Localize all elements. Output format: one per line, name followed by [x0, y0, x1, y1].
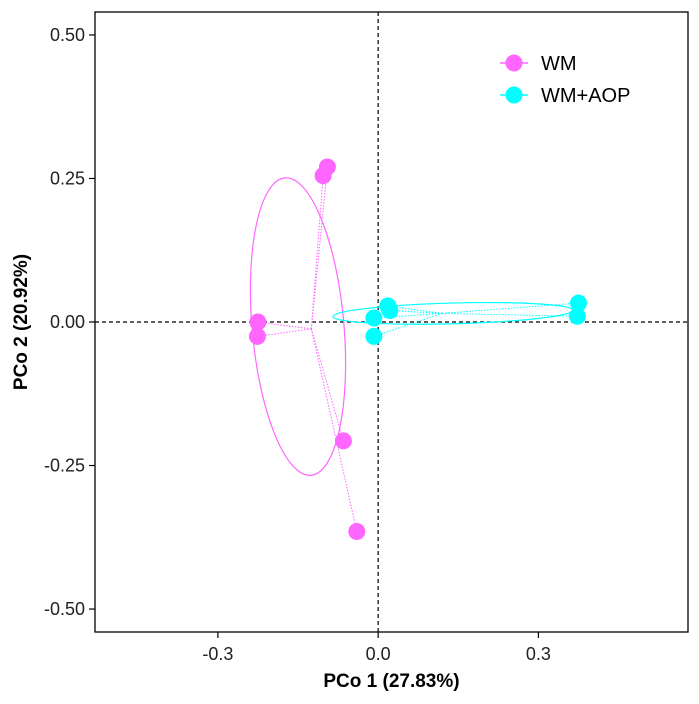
x-axis-ticks: -0.3 0.0 0.3 — [202, 632, 551, 664]
legend-marker-wm-aop — [505, 86, 523, 104]
spider-line-wm-aop-6 — [373, 312, 443, 337]
point-wm-5 — [334, 432, 352, 450]
point-wm-aop-2 — [381, 302, 399, 320]
spider-line-wm-1 — [310, 166, 328, 329]
legend-label-wm: WM — [541, 53, 577, 75]
y-axis-title: PCo 2 (20.92%) — [11, 254, 32, 390]
y-tick-label: 0.50 — [50, 25, 85, 45]
x-tick-label: -0.3 — [202, 644, 233, 664]
y-tick-label: 0.25 — [50, 168, 85, 188]
point-wm-aop-4 — [568, 307, 586, 325]
point-wm-4 — [248, 327, 266, 345]
point-wm-aop-6 — [365, 327, 383, 345]
point-wm-2 — [314, 167, 332, 185]
data-points — [248, 158, 587, 541]
legend-marker-wm — [505, 54, 523, 72]
y-tick-label: -0.50 — [44, 599, 85, 619]
point-wm-3 — [249, 313, 267, 331]
legend-label-wm-aop: WM+AOP — [541, 85, 630, 107]
point-wm-6 — [348, 523, 366, 541]
spider-line-wm-5 — [310, 328, 344, 441]
y-tick-label: -0.25 — [44, 456, 85, 476]
legend: WM WM+AOP — [500, 53, 630, 107]
point-wm-aop-3 — [569, 294, 587, 312]
y-tick-label: 0.00 — [50, 312, 85, 332]
point-wm-aop-5 — [365, 309, 383, 327]
x-axis-title: PCo 1 (27.83%) — [323, 671, 459, 692]
y-axis-ticks: 0.50 0.25 0.00 -0.25 -0.50 — [44, 25, 95, 619]
spider-line-wm-4 — [257, 328, 312, 337]
x-tick-label: 0.3 — [526, 644, 551, 664]
x-tick-label: 0.0 — [366, 644, 391, 664]
